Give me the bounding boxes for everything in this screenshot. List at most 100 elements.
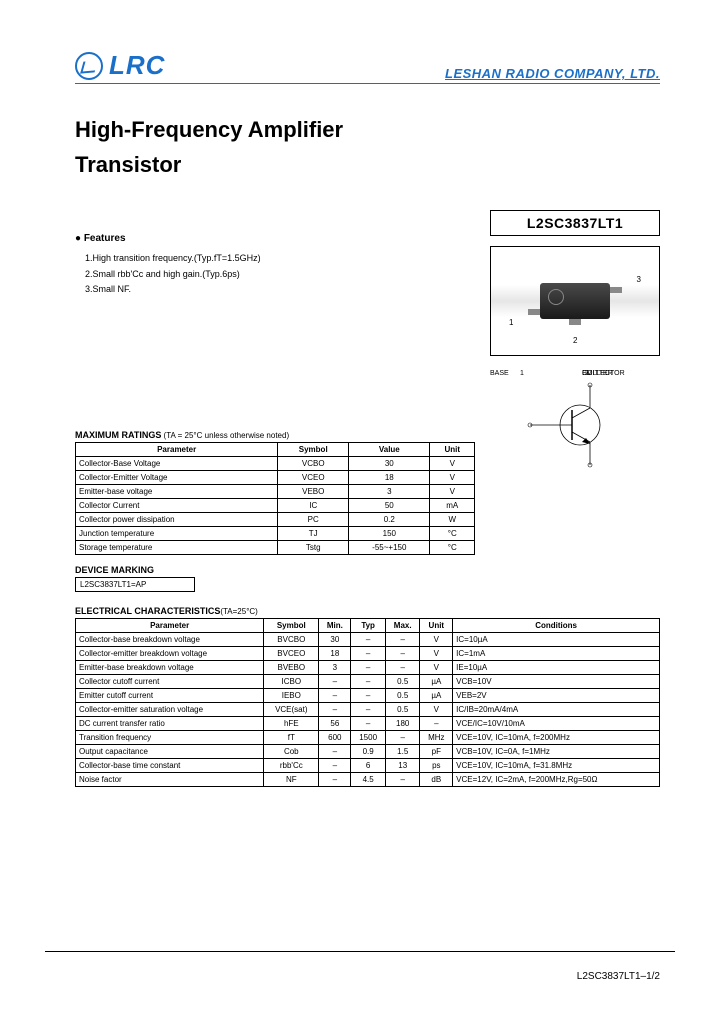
table-row: Transition frequencyfT6001500–MHzVCE=10V… (76, 731, 660, 745)
cell: Tstg (278, 541, 349, 555)
cell: BVEBO (264, 661, 319, 675)
cell: Transition frequency (76, 731, 264, 745)
cell: DC current transfer ratio (76, 717, 264, 731)
cell: V (420, 647, 453, 661)
cell: W (430, 513, 475, 527)
col-header: Max. (385, 619, 420, 633)
page-title: High-Frequency Amplifier Transistor (75, 112, 660, 182)
table-row: Output capacitanceCob–0.91.5pFVCB=10V, I… (76, 745, 660, 759)
col-header: Parameter (76, 619, 264, 633)
cell: Emitter cutoff current (76, 689, 264, 703)
package-image: 1 2 3 (490, 246, 660, 356)
cell: IC/IB=20mA/4mA (453, 703, 660, 717)
cell: VCB=10V (453, 675, 660, 689)
cell: – (385, 633, 420, 647)
pin-label-2: 2 (573, 336, 577, 345)
cell: 6 (351, 759, 386, 773)
cell: – (351, 633, 386, 647)
table-row: Emitter cutoff currentIEBO––0.5µAVEB=2V (76, 689, 660, 703)
cell: – (319, 773, 351, 787)
cell: Noise factor (76, 773, 264, 787)
cell: V (420, 703, 453, 717)
cell: – (351, 703, 386, 717)
cell: VCE=12V, IC=2mA, f=200MHz,Rg=50Ω (453, 773, 660, 787)
pinout-emitter: EMITTER (582, 370, 613, 377)
cell: 4.5 (351, 773, 386, 787)
col-header: Conditions (453, 619, 660, 633)
cell: 0.5 (385, 689, 420, 703)
cell: V (420, 661, 453, 675)
max-ratings-title: MAXIMUM RATINGS (75, 430, 161, 440)
cell: pF (420, 745, 453, 759)
pinout-pin1: 1 (520, 370, 524, 377)
cell: – (319, 745, 351, 759)
feature-item: 3.Small NF. (85, 282, 490, 297)
logo: LRC (75, 50, 165, 81)
cell: Collector-base breakdown voltage (76, 633, 264, 647)
table-row: Junction temperatureTJ150°C (76, 527, 475, 541)
col-header: Min. (319, 619, 351, 633)
table-row: Collector CurrentIC50mA (76, 499, 475, 513)
page-footer: L2SC3837LT1–1/2 (577, 971, 660, 982)
cell: µA (420, 675, 453, 689)
elec-heading: ELECTRICAL CHARACTERISTICS(TA=25°C) (75, 606, 660, 616)
cell: 13 (385, 759, 420, 773)
cell: – (351, 647, 386, 661)
cell: 0.5 (385, 675, 420, 689)
cell: mA (430, 499, 475, 513)
col-header: Typ (351, 619, 386, 633)
cell: – (319, 675, 351, 689)
cell: 0.5 (385, 703, 420, 717)
pinout-base: BASE (490, 370, 509, 377)
cell: Emitter-base voltage (76, 485, 278, 499)
cell: Output capacitance (76, 745, 264, 759)
device-marking-table: L2SC3837LT1=AP (75, 577, 195, 592)
feature-item: 2.Small rbb'Cc and high gain.(Typ.6ps) (85, 267, 490, 282)
cell: – (385, 647, 420, 661)
cell: ICBO (264, 675, 319, 689)
cell: 0.2 (349, 513, 430, 527)
cell: Collector-emitter breakdown voltage (76, 647, 264, 661)
part-number-box: L2SC3837LT1 (490, 210, 660, 236)
cell: – (351, 675, 386, 689)
cell: 18 (319, 647, 351, 661)
title-line-1: High-Frequency Amplifier (75, 112, 660, 147)
cell: – (319, 759, 351, 773)
logo-icon (75, 52, 103, 80)
cell: ps (420, 759, 453, 773)
company-name: LESHAN RADIO COMPANY, LTD. (445, 66, 660, 81)
cell: – (351, 661, 386, 675)
cell: VCE(sat) (264, 703, 319, 717)
table-row: Storage temperatureTstg-55~+150°C (76, 541, 475, 555)
cell: fT (264, 731, 319, 745)
col-header: Unit (420, 619, 453, 633)
cell: – (385, 661, 420, 675)
cell: VEBO (278, 485, 349, 499)
table-row: Collector-base time constantrbb'Cc–613ps… (76, 759, 660, 773)
elec-title: ELECTRICAL CHARACTERISTICS (75, 606, 220, 616)
cell: – (319, 703, 351, 717)
cell: 50 (349, 499, 430, 513)
cell: VEB=2V (453, 689, 660, 703)
cell: 600 (319, 731, 351, 745)
table-row: Collector power dissipationPC0.2W (76, 513, 475, 527)
table-row: DC current transfer ratiohFE56–180–VCE/I… (76, 717, 660, 731)
cell: 3 (319, 661, 351, 675)
cell: Collector-emitter saturation voltage (76, 703, 264, 717)
table-row: Emitter-base voltageVEBO3V (76, 485, 475, 499)
cell: Storage temperature (76, 541, 278, 555)
cell: µA (420, 689, 453, 703)
cell: IC=1mA (453, 647, 660, 661)
cell: Collector Current (76, 499, 278, 513)
cell: BVCEO (264, 647, 319, 661)
cell: BVCBO (264, 633, 319, 647)
cell: 56 (319, 717, 351, 731)
title-line-2: Transistor (75, 147, 660, 182)
cell: °C (430, 541, 475, 555)
cell: – (351, 689, 386, 703)
cell: 150 (349, 527, 430, 541)
cell: 1.5 (385, 745, 420, 759)
cell: IE=10µA (453, 661, 660, 675)
device-marking-heading: DEVICE MARKING (75, 565, 660, 575)
transistor-symbol-icon (520, 370, 630, 480)
